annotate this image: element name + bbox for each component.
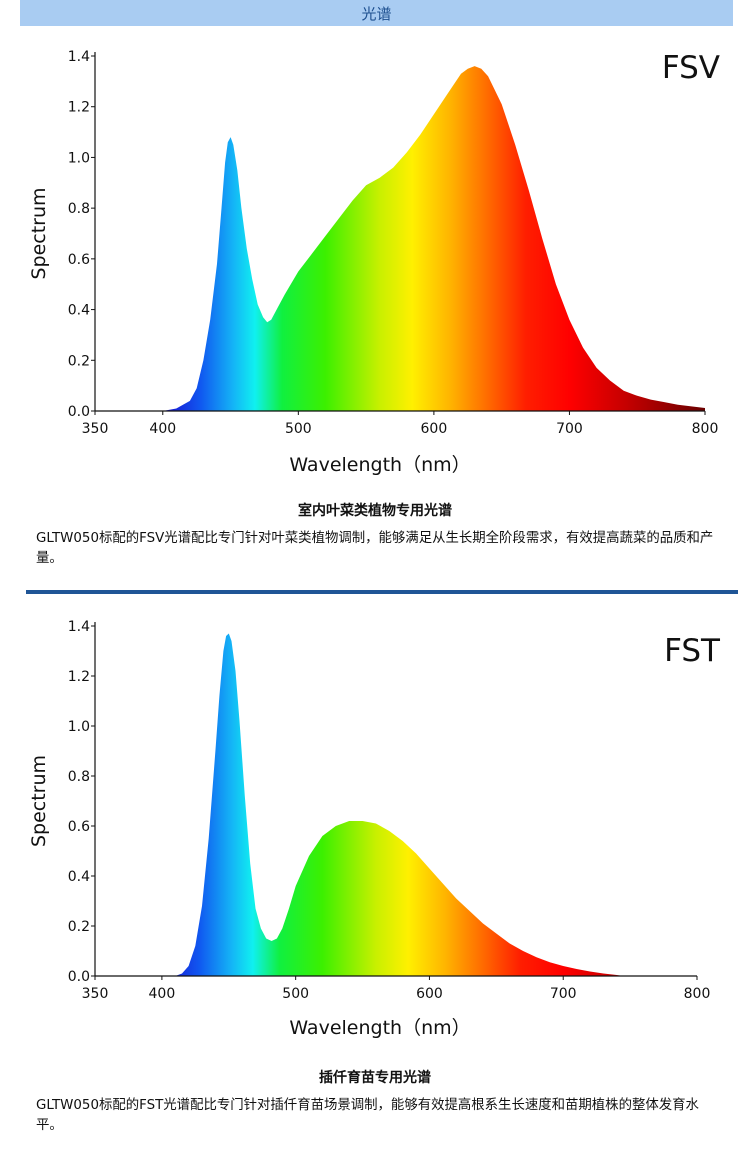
y-tick-label: 0.4 xyxy=(68,869,90,885)
y-tick-label: 1.2 xyxy=(68,100,90,116)
y-tick-label: 0.8 xyxy=(68,201,90,217)
section-divider xyxy=(26,590,738,594)
x-tick-label: 600 xyxy=(416,986,443,1002)
x-tick-label: 500 xyxy=(282,986,309,1002)
fsv-spectrum-chart: 0.0 0.2 0.4 0.6 0.8 1.0 1.2 1.4 350 400 500 600 700 8… xyxy=(28,49,720,476)
x-tick-label: 350 xyxy=(82,421,109,437)
x-tick-label: 700 xyxy=(556,421,583,437)
y-tick-label: 0.0 xyxy=(68,969,90,985)
x-tick-label: 700 xyxy=(550,986,577,1002)
chart-title: FST xyxy=(664,633,721,669)
y-tick-label: 1.2 xyxy=(68,669,90,685)
fst-spectrum-chart: 0.0 0.2 0.4 0.6 0.8 1.0 1.2 1.4 350 400 500 600 700 8… xyxy=(28,619,721,1039)
chart-title: FSV xyxy=(662,50,720,86)
x-tick-label: 350 xyxy=(82,986,109,1002)
x-tick-label: 500 xyxy=(285,421,312,437)
x-tick-label: 800 xyxy=(684,986,711,1002)
header-title: 光谱 xyxy=(361,4,392,23)
y-axis-label: Spectrum xyxy=(28,187,50,279)
x-tick-label: 400 xyxy=(149,421,176,437)
x-tick-label: 600 xyxy=(421,421,448,437)
header-bar: 光谱 xyxy=(20,0,733,26)
y-tick-label: 1.4 xyxy=(68,49,90,65)
y-tick-label: 0.2 xyxy=(68,353,90,369)
x-axis-label: Wavelength（nm） xyxy=(289,454,470,476)
spectrum-area xyxy=(95,66,705,411)
spectrum-area xyxy=(95,633,624,976)
y-tick-label: 1.4 xyxy=(68,619,90,635)
y-tick-label: 0.2 xyxy=(68,919,90,935)
x-tick-label: 800 xyxy=(692,421,719,437)
y-tick-label: 1.0 xyxy=(68,150,90,166)
y-tick-label: 0.6 xyxy=(68,819,90,835)
fst-description: GLTW050标配的FST光谱配比专门针对插仟育苗场景调制，能够有效提高根系生长… xyxy=(36,1098,699,1133)
fst-section-title: 插仟育苗专用光谱 xyxy=(319,1070,431,1086)
x-axis-label: Wavelength（nm） xyxy=(289,1017,470,1039)
y-tick-label: 0.6 xyxy=(68,252,90,268)
fsv-section-title: 室内叶菜类植物专用光谱 xyxy=(298,503,452,519)
y-tick-label: 0.0 xyxy=(68,404,90,420)
y-tick-label: 1.0 xyxy=(68,719,90,735)
y-tick-label: 0.8 xyxy=(68,769,90,785)
y-tick-label: 0.4 xyxy=(68,303,90,319)
y-axis-label: Spectrum xyxy=(28,755,50,847)
fsv-description: GLTW050标配的FSV光谱配比专门针对叶菜类植物调制，能够满足从生长期全阶段… xyxy=(36,531,714,566)
x-tick-label: 400 xyxy=(149,986,176,1002)
